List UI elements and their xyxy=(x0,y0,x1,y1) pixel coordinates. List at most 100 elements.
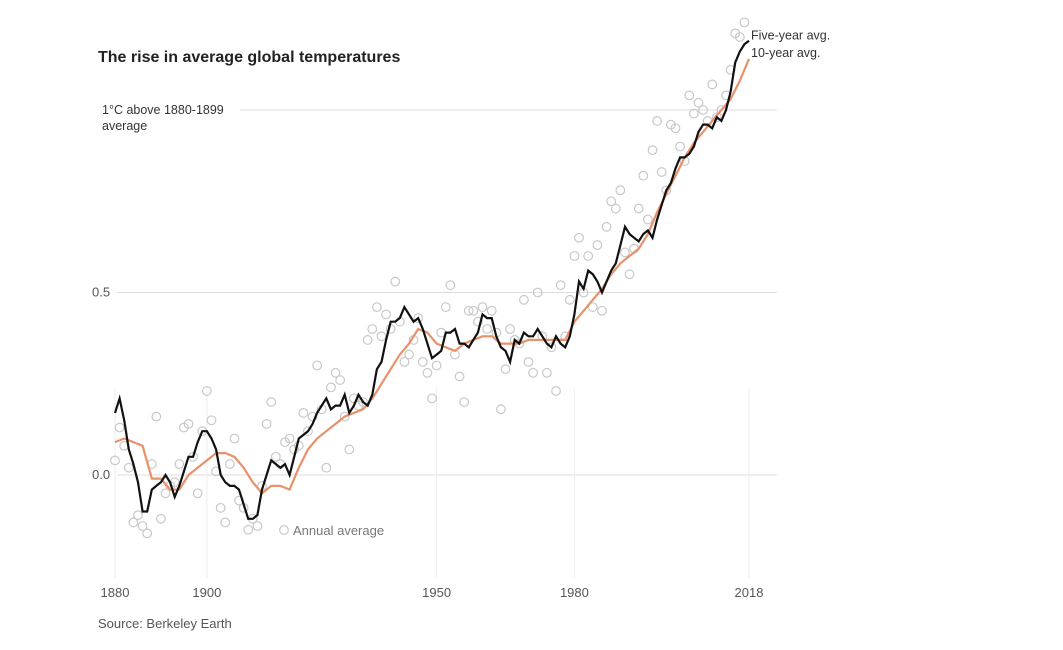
chart-title: The rise in average global temperatures xyxy=(98,49,400,66)
annual-point-1949 xyxy=(427,393,437,404)
annual-point-1934 xyxy=(358,397,368,407)
annual-point-1880 xyxy=(110,455,120,466)
annual-point-1952 xyxy=(440,302,451,313)
annual-point-1926 xyxy=(321,462,332,473)
annual-point-1965 xyxy=(500,364,511,375)
annual-point-1903 xyxy=(215,502,226,513)
annual-point-1889 xyxy=(151,411,162,422)
annual-point-1924 xyxy=(312,360,323,371)
annual-point-1998 xyxy=(652,116,663,126)
annual-point-1962 xyxy=(486,305,497,316)
annual-point-1975 xyxy=(546,342,557,353)
annual-point-2011 xyxy=(711,112,722,123)
annual-point-1915 xyxy=(270,451,281,462)
annual-point-1929 xyxy=(335,375,346,386)
annual-point-1901 xyxy=(206,415,217,426)
x-tick-label-1950: 1950 xyxy=(422,585,451,600)
y-tick-label-2-line-0: 1°C above 1880-1899 xyxy=(102,103,224,117)
annual-point-2006 xyxy=(688,108,699,119)
annual-point-1976 xyxy=(551,386,561,396)
annual-average-points xyxy=(110,17,750,539)
five-year-avg-line xyxy=(113,39,750,520)
annual-point-1883 xyxy=(123,462,134,473)
annual-point-1911 xyxy=(252,521,263,531)
annual-point-2016 xyxy=(734,32,745,42)
annual-point-1930 xyxy=(339,411,350,422)
annual-point-1890 xyxy=(156,513,166,524)
series-annotations: Five-year avg. 10-year avg. Annual average xyxy=(279,29,830,538)
annual-point-1913 xyxy=(261,419,272,429)
annual-point-1991 xyxy=(620,247,630,258)
annual-point-1953 xyxy=(445,280,456,291)
annual-point-1997 xyxy=(647,145,658,156)
annual-point-1884 xyxy=(128,517,139,528)
annual-point-1927 xyxy=(326,382,336,393)
x-tick-label-1980: 1980 xyxy=(560,585,589,600)
annual-point-1943 xyxy=(399,356,410,367)
source-note: Source: Berkeley Earth xyxy=(98,616,232,631)
annual-point-1969 xyxy=(518,294,529,305)
annual-point-1960 xyxy=(477,302,488,313)
annual-point-1987 xyxy=(601,221,612,232)
five-year-avg-label: Five-year avg. xyxy=(751,29,830,43)
annual-point-1936 xyxy=(367,324,378,334)
annual-point-1956 xyxy=(459,397,470,407)
annual-point-1946 xyxy=(413,313,424,323)
annual-point-1961 xyxy=(482,324,493,334)
x-tick-labels: 1880 1900 1950 1980 2018 xyxy=(101,585,764,600)
annual-point-2007 xyxy=(693,97,704,108)
annual-point-1898 xyxy=(192,488,203,499)
annual-point-1923 xyxy=(307,411,318,422)
annual-point-2002 xyxy=(670,123,681,134)
annual-point-1988 xyxy=(606,196,617,207)
annual-point-1980 xyxy=(569,251,580,261)
annual-point-1981 xyxy=(574,232,584,243)
annual-point-1937 xyxy=(371,302,382,313)
annual-point-2017 xyxy=(739,17,750,28)
annual-point-1886 xyxy=(137,521,148,531)
x-tick-label-1900: 1900 xyxy=(192,585,221,600)
y-tick-label-1: 0.5 xyxy=(92,285,110,300)
annual-point-1894 xyxy=(174,459,185,469)
annual-point-1994 xyxy=(633,203,644,214)
annual-point-1896 xyxy=(183,419,194,429)
annual-point-1995 xyxy=(638,170,649,181)
x-tick-label-1880: 1880 xyxy=(101,585,130,600)
annual-point-1996 xyxy=(643,214,653,225)
annual-point-1931 xyxy=(344,444,355,455)
annual-point-1992 xyxy=(624,269,635,280)
annual-point-1950 xyxy=(431,360,442,371)
annual-point-1990 xyxy=(615,185,626,196)
annual-average-legend-marker xyxy=(279,525,289,535)
annual-point-1914 xyxy=(266,397,277,407)
annual-point-1970 xyxy=(523,356,534,367)
gridlines xyxy=(117,109,777,476)
annual-point-2005 xyxy=(684,90,695,101)
annual-point-1905 xyxy=(224,459,235,469)
annual-point-1891 xyxy=(160,488,171,499)
annual-point-2010 xyxy=(707,79,718,90)
annual-point-1958 xyxy=(468,305,479,316)
annual-point-1939 xyxy=(381,309,391,320)
x-tick-label-2018: 2018 xyxy=(735,585,764,600)
annual-point-1928 xyxy=(330,367,341,378)
annual-point-1959 xyxy=(473,316,483,327)
ten-year-avg-line xyxy=(114,58,751,495)
y-tick-label-0: 0.0 xyxy=(92,467,110,482)
annual-point-1941 xyxy=(390,276,401,287)
annual-point-1921 xyxy=(298,408,309,418)
annual-point-1999 xyxy=(656,167,667,177)
y-tick-label-2-line-1: average xyxy=(102,119,147,133)
annual-point-1900 xyxy=(201,386,212,396)
annual-point-1957 xyxy=(463,305,474,316)
annual-average-label: Annual average xyxy=(293,523,384,538)
annual-point-1938 xyxy=(376,331,387,342)
annual-point-2003 xyxy=(675,141,685,152)
annual-point-1881 xyxy=(114,422,125,433)
annual-point-1909 xyxy=(243,524,254,535)
annual-point-1906 xyxy=(229,433,240,444)
annual-point-1885 xyxy=(133,510,143,521)
annual-point-1971 xyxy=(528,367,538,378)
annual-point-2008 xyxy=(698,105,708,115)
